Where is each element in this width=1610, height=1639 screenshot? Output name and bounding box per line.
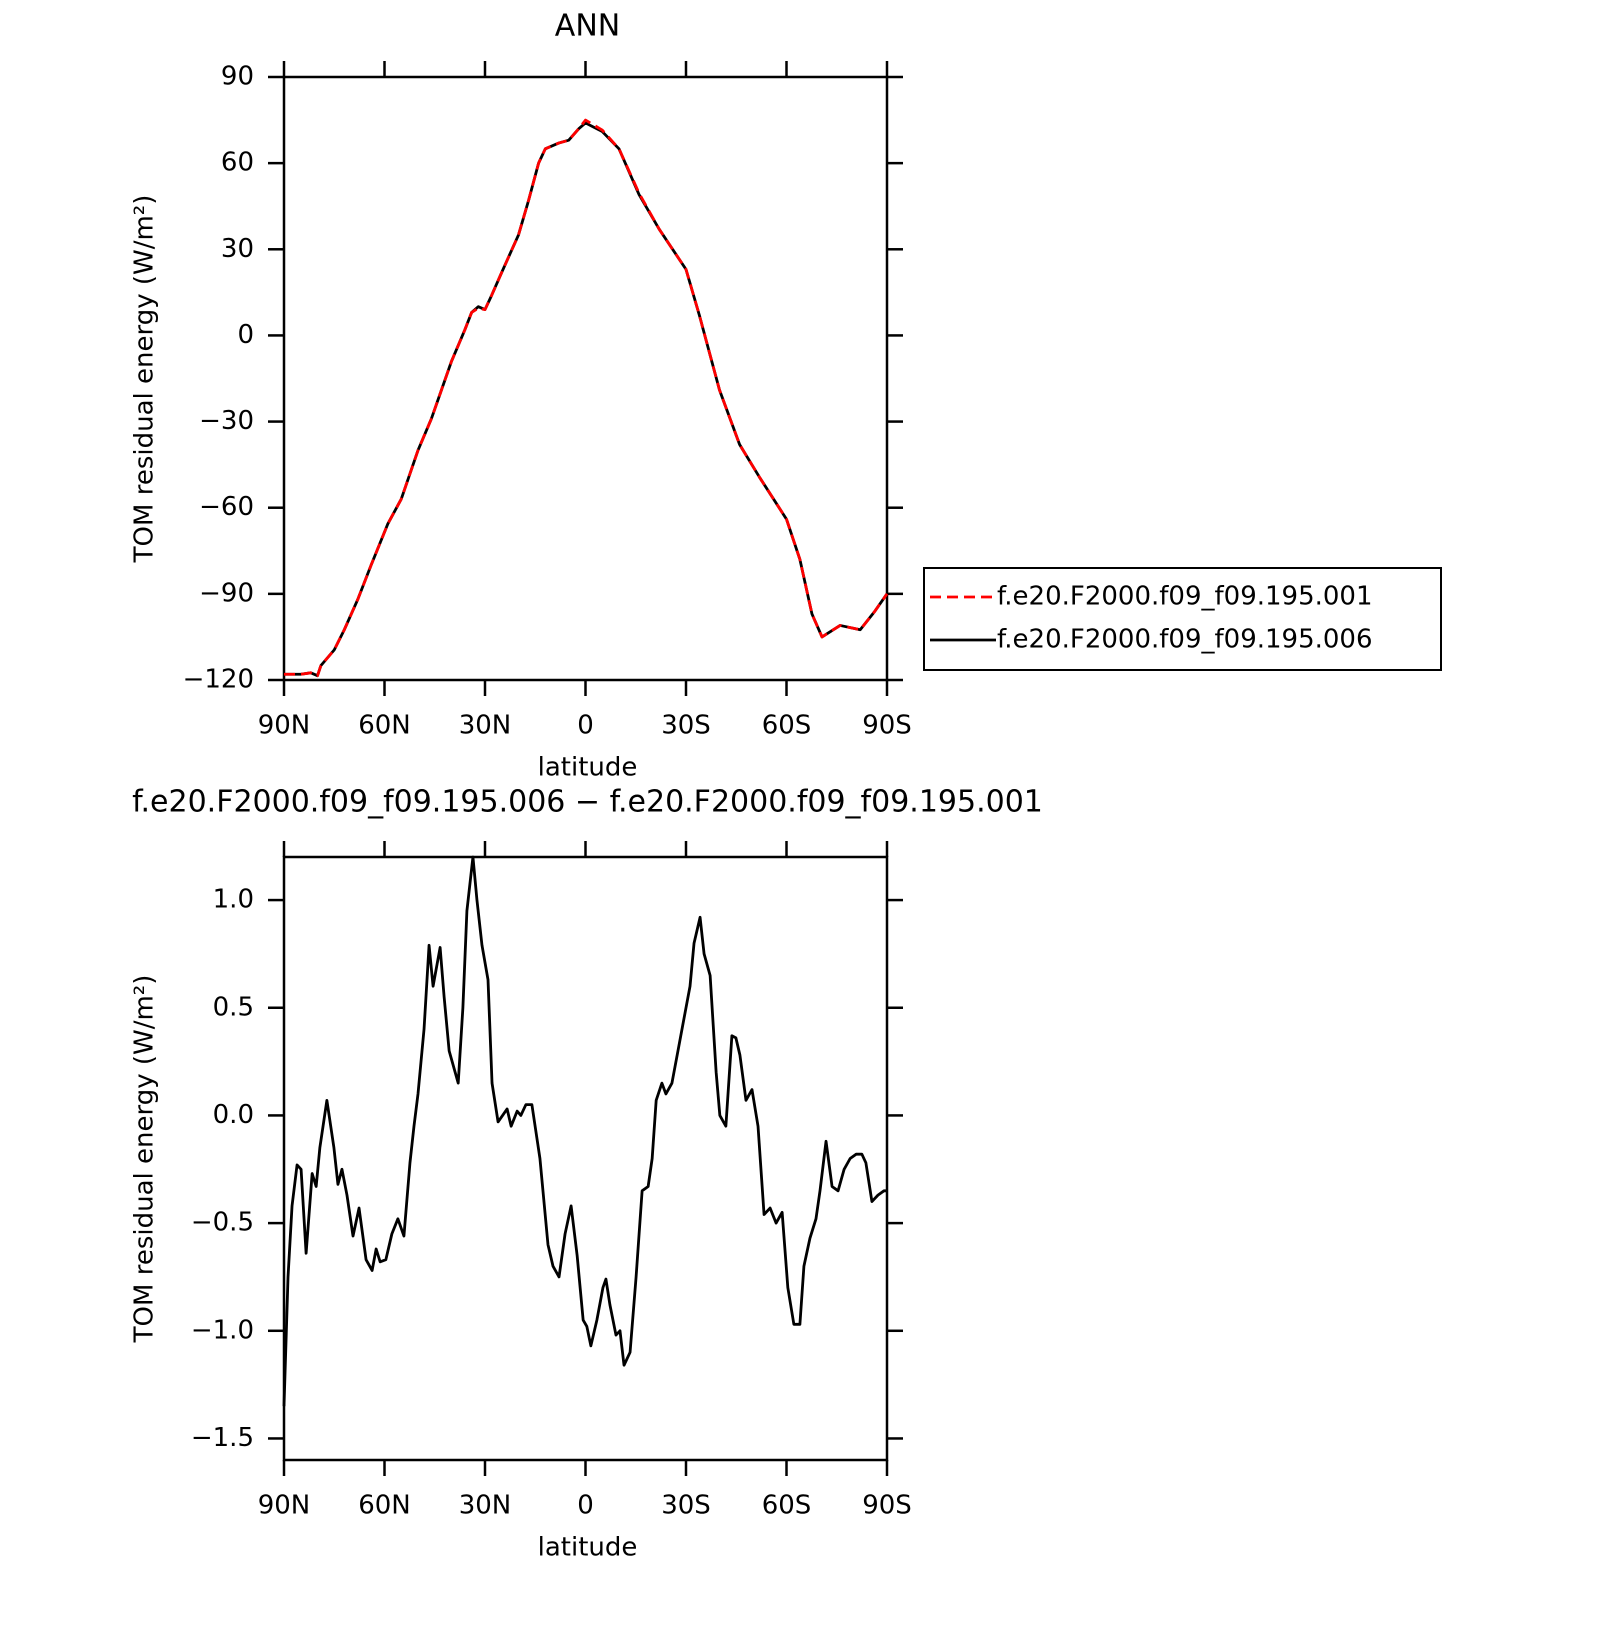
y-tick-label: 60 (221, 148, 254, 178)
x-tick-label: 30S (661, 711, 711, 741)
series-line (282, 855, 887, 1407)
y-tick-label: −1.5 (191, 1423, 254, 1453)
x-tick-label: 60N (358, 711, 411, 741)
x-tick-label: 60S (762, 1491, 812, 1521)
y-tick-label: −30 (199, 406, 254, 436)
x-axis-label: latitude (538, 753, 638, 783)
y-tick-label: −0.5 (191, 1208, 254, 1238)
y-axis-label: TOM residual energy (W/m²) (130, 195, 160, 564)
y-tick-label: 90 (221, 62, 254, 92)
x-tick-label: 90S (862, 1491, 912, 1521)
x-tick-label: 0 (577, 711, 594, 741)
x-tick-label: 90S (862, 711, 912, 741)
y-tick-label: 30 (221, 234, 254, 264)
x-tick-label: 0 (577, 1491, 594, 1521)
y-tick-label: 0.0 (213, 1100, 254, 1130)
series-line (284, 118, 889, 678)
y-tick-label: −120 (183, 665, 254, 695)
legend-box (923, 567, 1442, 671)
x-tick-label: 30S (661, 1491, 711, 1521)
x-tick-label: 90N (258, 711, 311, 741)
legend-label: f.e20.F2000.f09_f09.195.006 (997, 625, 1373, 655)
x-tick-label: 90N (258, 1491, 311, 1521)
x-axis-label: latitude (538, 1533, 638, 1563)
y-axis-label: TOM residual energy (W/m²) (130, 975, 160, 1344)
chart-title: ANN (555, 9, 620, 44)
plot-frame (282, 75, 889, 682)
x-tick-label: 30N (459, 711, 512, 741)
chart-title: f.e20.F2000.f09_f09.195.006 − f.e20.F200… (132, 785, 1043, 820)
x-tick-label: 30N (459, 1491, 512, 1521)
series-line (284, 121, 889, 678)
y-tick-label: −90 (199, 578, 254, 608)
plot-frame (282, 855, 889, 1462)
y-tick-label: −1.0 (191, 1315, 254, 1345)
y-tick-label: 0 (237, 320, 254, 350)
x-tick-label: 60S (762, 711, 812, 741)
y-tick-label: −60 (199, 492, 254, 522)
y-tick-label: 0.5 (213, 992, 254, 1022)
x-tick-label: 60N (358, 1491, 411, 1521)
y-tick-label: 1.0 (213, 885, 254, 915)
legend-label: f.e20.F2000.f09_f09.195.001 (997, 582, 1373, 612)
